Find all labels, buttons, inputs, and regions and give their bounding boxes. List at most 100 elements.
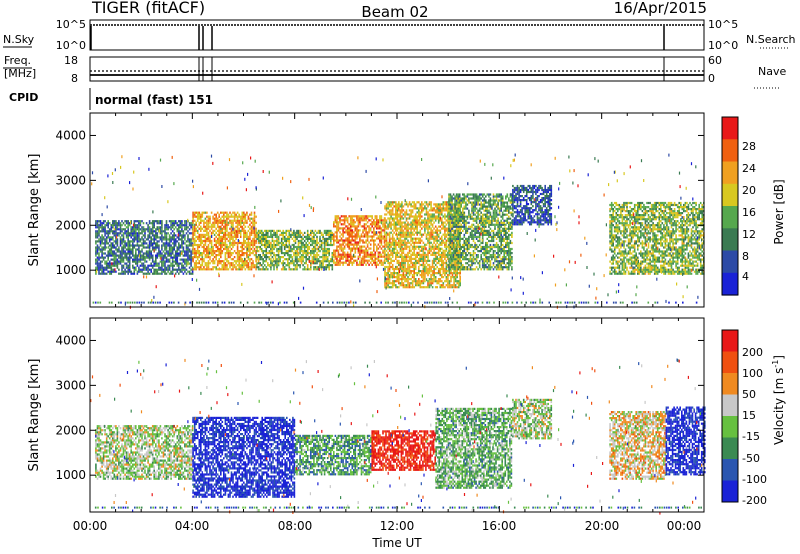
scatter-cell: [362, 229, 364, 232]
scatter-cell: [200, 268, 202, 271]
scatter-cell: [179, 258, 182, 261]
scatter-cell: [399, 229, 402, 232]
scatter-cell: [270, 233, 272, 236]
scatter-cell: [454, 252, 456, 255]
scatter-cell: [413, 261, 415, 265]
scatter-cell: [437, 257, 440, 260]
scatter-cell: [418, 213, 420, 216]
scatter-cell: [316, 254, 318, 257]
scatter-cell: [216, 229, 219, 232]
scatter-cell: [200, 227, 202, 230]
scatter-cell: [223, 243, 225, 247]
scatter-cell: [408, 217, 411, 220]
scatter-cell: [402, 263, 405, 267]
scatter-cell: [285, 237, 288, 240]
scatter-cell: [349, 221, 352, 224]
scatter-cell: [223, 237, 225, 240]
scatter-cell: [387, 211, 389, 214]
scatter-cell: [377, 251, 380, 254]
scatter-cell: [452, 252, 455, 255]
scatter-cell: [450, 278, 452, 281]
scatter-cell: [113, 234, 116, 237]
scatter-cell: [158, 252, 160, 255]
scatter-cell: [454, 247, 456, 251]
scatter-cell: [353, 235, 355, 238]
scatter-cell: [431, 280, 434, 283]
scatter-cell: [437, 205, 440, 208]
scatter-cell: [356, 219, 358, 222]
scatter-cell: [159, 268, 162, 271]
scatter-cell: [326, 250, 329, 253]
scatter-cell: [401, 270, 403, 273]
scatter-cell: [391, 219, 394, 222]
scatter-cell: [299, 256, 301, 259]
scatter-cell: [313, 235, 315, 238]
scatter-cell: [414, 223, 417, 226]
scatter-cell: [260, 250, 263, 253]
scatter-cell: [454, 266, 456, 269]
scatter-cell: [337, 249, 340, 252]
scatter-cell: [433, 245, 435, 248]
scatter-cell: [449, 195, 452, 198]
scatter-cell: [221, 227, 224, 230]
scatter-cell: [396, 207, 399, 210]
scatter-cell: [448, 231, 451, 234]
scatter-cell: [270, 252, 272, 255]
scatter-cell: [310, 239, 312, 243]
scatter-cell: [454, 258, 456, 261]
scatter-cell: [351, 231, 354, 234]
scatter-cell: [373, 255, 375, 258]
scatter-cell: [116, 240, 119, 243]
scatter-cell: [230, 235, 233, 238]
scatter-cell: [192, 211, 194, 214]
scatter-cell: [170, 270, 172, 273]
scatter-cell: [101, 268, 103, 271]
scatter-cell: [257, 241, 260, 245]
scatter-cell: [190, 250, 192, 253]
scatter-cell: [220, 252, 222, 255]
scatter-cell: [452, 221, 455, 224]
scatter-cell: [354, 239, 357, 242]
scatter-cell: [416, 229, 418, 232]
scatter-cell: [447, 231, 449, 234]
scatter-cell: [147, 238, 149, 241]
scatter-cell: [454, 274, 457, 277]
scatter-cell: [359, 247, 361, 250]
scatter-cell: [198, 262, 201, 265]
scatter-cell: [288, 243, 291, 247]
scatter-cell: [442, 259, 445, 262]
scatter-cell: [299, 250, 301, 253]
scatter-cell: [182, 232, 185, 235]
scatter-cell: [382, 263, 384, 266]
scatter-cell: [215, 221, 217, 224]
scatter-cell: [268, 235, 271, 238]
scatter-cell: [178, 220, 180, 223]
scatter-cell: [294, 254, 297, 257]
scatter-cell: [346, 239, 349, 242]
scatter-cell: [290, 247, 292, 251]
scatter-cell: [99, 242, 102, 245]
scatter-cell: [105, 254, 108, 257]
scatter-cell: [418, 265, 420, 269]
scatter-cell: [136, 242, 139, 245]
scatter-cell: [391, 286, 394, 289]
scatter-cell: [357, 217, 360, 220]
scatter-cell: [247, 250, 250, 253]
scatter-cell: [212, 258, 214, 261]
scatter-cell: [142, 266, 145, 269]
scatter-cell: [113, 222, 116, 225]
scatter-cell: [437, 272, 440, 275]
scatter-cell: [293, 245, 295, 249]
scatter-cell: [226, 264, 228, 267]
scatter-cell: [116, 234, 119, 237]
scatter-cell: [441, 243, 443, 246]
scatter-cell: [294, 258, 297, 261]
scatter-cell: [190, 254, 192, 257]
scatter-cell: [416, 280, 418, 283]
scatter-cell: [436, 239, 438, 242]
scatter-cell: [142, 264, 145, 267]
scatter-cell: [127, 246, 129, 249]
scatter-cell: [379, 259, 381, 262]
scatter-cell: [348, 231, 350, 234]
scatter-cell: [444, 272, 446, 275]
